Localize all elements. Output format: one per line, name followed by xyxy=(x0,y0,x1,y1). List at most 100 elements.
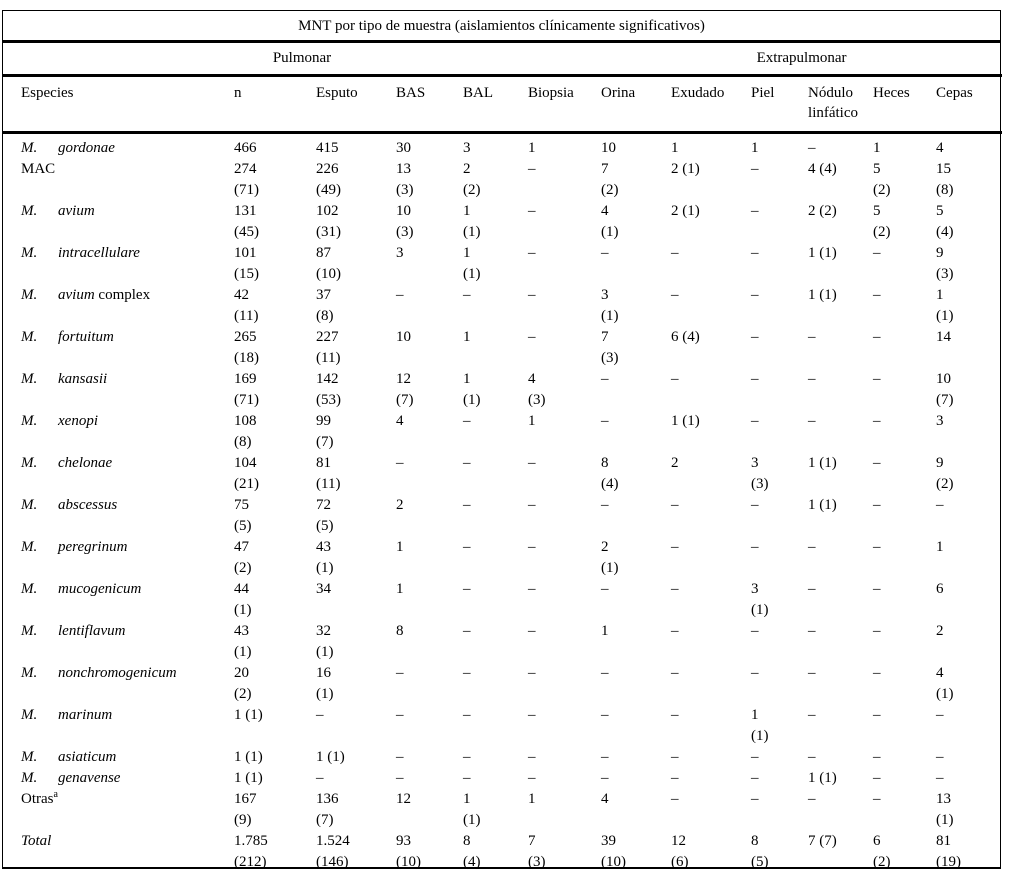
species-genus-abbrev: M. xyxy=(21,707,38,723)
table-cell: 6 (2) xyxy=(873,833,891,870)
table-cell: 6 xyxy=(936,581,944,597)
table-cell: – xyxy=(396,287,404,303)
table-cell: 1 (1) xyxy=(671,413,700,429)
table-cell: 75 (5) xyxy=(234,497,252,534)
table-cell: – xyxy=(601,371,609,387)
table-cell: – xyxy=(873,581,881,597)
table-cell: – xyxy=(671,623,679,639)
species-genus-abbrev: M. xyxy=(21,770,38,786)
table-cell: – xyxy=(808,665,816,681)
table-cell: 1 (1) xyxy=(808,455,837,471)
table-cell: 1 xyxy=(528,791,536,807)
table-cell: – xyxy=(463,623,471,639)
table-cell: 1 (1) xyxy=(808,287,837,303)
table-cell: – xyxy=(528,287,536,303)
table-row: M. genavense 1 (1) – – – – – – – 1 (1) – – xyxy=(3,768,1002,789)
species-name: Otras xyxy=(21,791,54,807)
table-row: M. xenopi 108 (8) 99 (7) 4 – 1 – 1 (1) – – – 3 xyxy=(3,411,1002,453)
table-cell: – xyxy=(463,413,471,429)
table-cell: 72 (5) xyxy=(316,497,334,534)
table-cell: 4 xyxy=(936,140,944,156)
table-cell: 10 xyxy=(601,140,617,156)
species-genus-abbrev: M. xyxy=(21,329,38,345)
species-cell: M. nonchromogenicum xyxy=(3,663,234,705)
table-cell: – xyxy=(671,245,679,261)
species-cell: M. chelonae xyxy=(3,453,234,495)
table-cell: – xyxy=(528,203,536,219)
table-cell: 1 xyxy=(751,140,759,156)
table-cell: 1 (1) xyxy=(808,770,837,786)
table-cell: 1 (1) xyxy=(234,749,263,765)
species-name: kansasii xyxy=(58,371,108,387)
table-row: M. kansasii 169 (71) 142 (53) 12 (7) 1 (1) 4 (… xyxy=(3,369,1002,411)
table-cell: – xyxy=(601,707,609,723)
table-cell: 44 (1) xyxy=(234,581,252,618)
table-cell: 1 (1) xyxy=(234,770,263,786)
column-header: Biopsia xyxy=(528,75,602,134)
table-cell: – xyxy=(808,623,816,639)
column-header: BAS xyxy=(396,75,463,134)
table-cell: 1 xyxy=(873,140,881,156)
table-cell: 2 xyxy=(936,623,944,639)
table-cell: 1 xyxy=(936,539,944,555)
table-cell: – xyxy=(528,581,536,597)
table-cell: 104 (21) xyxy=(234,455,259,492)
table-row: M. gordonae 466 415 30 3 1 10 1 1 – 1 4 xyxy=(3,133,1002,160)
species-cell: M. lentiflavum xyxy=(3,621,234,663)
table-cell: – xyxy=(808,371,816,387)
species-cell: M. avium complex xyxy=(3,285,234,327)
table-row: M. nonchromogenicum 20 (2) 16 (1) – – – – – – – – 4 … xyxy=(3,663,1002,705)
species-name: abscessus xyxy=(58,497,118,513)
species-genus-abbrev: M. xyxy=(21,455,38,471)
species-cell: M. fortuitum xyxy=(3,327,234,369)
table-cell: 4 xyxy=(396,413,404,429)
species-cell: M. avium xyxy=(3,201,234,243)
species-name: xenopi xyxy=(58,413,98,429)
table-cell: – xyxy=(808,329,816,345)
table-cell: 265 (18) xyxy=(234,329,259,366)
table-cell: 99 (7) xyxy=(316,413,334,450)
table-cell: – xyxy=(528,245,536,261)
table-cell: – xyxy=(463,770,471,786)
table-row: M. mucogenicum 44 (1) 34 1 – – – – 3 (1) – – 6 xyxy=(3,579,1002,621)
table-cell: – xyxy=(528,749,536,765)
table-cell: – xyxy=(873,539,881,555)
table-cell: – xyxy=(316,770,324,786)
table-cell: – xyxy=(396,665,404,681)
table-row: Total 1.785 (212) 1.524 (146) 93 (10) 8 (4) 7… xyxy=(3,831,1002,873)
column-header: Cepas xyxy=(936,75,1003,134)
table-cell: 10 xyxy=(396,329,411,345)
table-cell: – xyxy=(463,497,471,513)
table-cell: – xyxy=(873,497,881,513)
table-body: M. gordonae 466 415 30 3 1 10 1 1–1 4 MAC 274 (71) 22… xyxy=(3,133,1002,874)
species-cell: M. kansasii xyxy=(3,369,234,411)
column-header: Exudado xyxy=(671,75,752,134)
table-row: M. asiaticum 1 (1) 1 (1) – – – – – – – – – xyxy=(3,747,1002,768)
table-cell: 4 (4) xyxy=(808,161,837,177)
species-name: MAC xyxy=(21,161,56,177)
species-genus-abbrev: M. xyxy=(21,623,38,639)
species-cell: M. genavense xyxy=(3,768,234,789)
species-name: fortuitum xyxy=(58,329,114,345)
table-cell: 108 (8) xyxy=(234,413,257,450)
table-cell: 1 (1) xyxy=(751,707,769,744)
table-cell: – xyxy=(671,371,679,387)
group-header-pulmonar: Pulmonar xyxy=(3,43,602,77)
table-cell: – xyxy=(751,203,759,219)
table-cell: – xyxy=(808,749,816,765)
table-cell: – xyxy=(873,791,881,807)
column-header: Nódulo linfático xyxy=(808,75,874,134)
table-cell: – xyxy=(601,581,609,597)
table-cell: 2 (1) xyxy=(601,539,619,576)
table-cell: 3 (1) xyxy=(601,287,619,324)
species-genus-abbrev: M. xyxy=(21,371,38,387)
species-cell: M. mucogenicum xyxy=(3,579,234,621)
footnote-marker: a xyxy=(53,789,58,800)
table-cell: – xyxy=(463,539,471,555)
table-cell: – xyxy=(873,623,881,639)
species-name: marinum xyxy=(58,707,113,723)
species-cell: M. gordonae xyxy=(3,133,234,160)
table-cell: 1 (1) xyxy=(463,203,481,240)
species-genus-abbrev: M. xyxy=(21,203,38,219)
table-cell: 3 xyxy=(463,140,471,156)
